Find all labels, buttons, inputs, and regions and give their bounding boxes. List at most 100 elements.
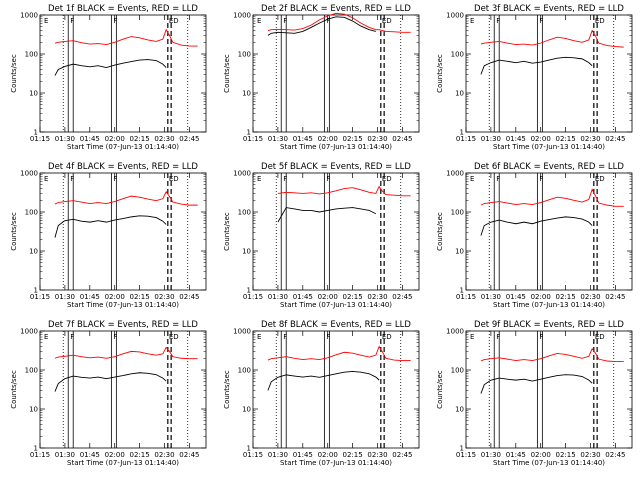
x-axis-label: Start Time (07-Jun-13 01:14:40) bbox=[67, 301, 179, 309]
x-tick-label: 01:30 bbox=[481, 451, 501, 459]
panel-title: Det 9f BLACK = Events, RED = LLD bbox=[474, 320, 624, 330]
events-series-line bbox=[267, 16, 376, 36]
x-tick-label: 02:15 bbox=[130, 135, 150, 143]
x-tick-label: 01:30 bbox=[55, 293, 75, 301]
lld-series-line bbox=[54, 346, 198, 360]
lld-series-line bbox=[480, 29, 624, 48]
x-tick-label: 01:15 bbox=[456, 451, 476, 459]
x-tick-label: 02:00 bbox=[105, 293, 125, 301]
flag-label: ED bbox=[382, 175, 392, 183]
panel-title: Det 2f BLACK = Events, RED = LLD bbox=[261, 4, 411, 14]
x-tick-label: 01:30 bbox=[481, 135, 501, 143]
x-axis-label: Start Time (07-Jun-13 01:14:40) bbox=[67, 143, 179, 151]
plot-frame bbox=[39, 330, 207, 449]
flag-label: ED bbox=[382, 333, 392, 341]
plot-frame bbox=[39, 172, 207, 291]
y-tick-label: 1000 bbox=[233, 328, 251, 336]
flag-label: ED bbox=[595, 17, 605, 25]
x-tick-label: 02:15 bbox=[130, 293, 150, 301]
y-tick-label: 1000 bbox=[446, 12, 464, 20]
x-tick-label: 02:15 bbox=[343, 451, 363, 459]
flag-label: E bbox=[44, 175, 48, 183]
flag-label: F bbox=[539, 333, 543, 341]
x-tick-label: 02:00 bbox=[318, 135, 338, 143]
flag-label: F bbox=[326, 17, 330, 25]
x-tick-label: 01:15 bbox=[30, 293, 50, 301]
y-tick-label: 1 bbox=[247, 129, 251, 137]
x-tick-label: 02:15 bbox=[556, 293, 576, 301]
y-tick-label: 1 bbox=[34, 129, 38, 137]
y-tick-label: 1000 bbox=[233, 12, 251, 20]
x-tick-label: 01:15 bbox=[243, 451, 263, 459]
x-tick-label: 02:00 bbox=[531, 135, 551, 143]
flag-label: F bbox=[283, 333, 287, 341]
x-tick-label: 02:15 bbox=[556, 135, 576, 143]
y-tick-label: 1000 bbox=[20, 170, 38, 178]
panel-title: Det 5f BLACK = Events, RED = LLD bbox=[261, 162, 411, 172]
x-axis-label: Start Time (07-Jun-13 01:14:40) bbox=[493, 143, 605, 151]
panel-det-5: Det 5f BLACK = Events, RED = LLD 1 10 100 10… bbox=[223, 162, 420, 309]
flag-label: ED bbox=[595, 175, 605, 183]
x-tick-label: 02:45 bbox=[605, 293, 625, 301]
y-tick-label: 1 bbox=[247, 287, 251, 295]
y-tick-label: 10 bbox=[242, 90, 251, 98]
y-tick-label: 1000 bbox=[446, 170, 464, 178]
panel-det-4: Det 4f BLACK = Events, RED = LLD 1 10 100 10… bbox=[10, 162, 207, 309]
x-tick-label: 02:45 bbox=[392, 293, 412, 301]
x-tick-label: 02:00 bbox=[105, 135, 125, 143]
x-tick-label: 01:45 bbox=[293, 135, 313, 143]
x-tick-label: 01:30 bbox=[268, 293, 288, 301]
events-series-line bbox=[480, 374, 593, 394]
lld-series-line bbox=[267, 345, 411, 361]
flag-label: E bbox=[470, 17, 474, 25]
flag-label: F bbox=[326, 333, 330, 341]
panel-title: Det 8f BLACK = Events, RED = LLD bbox=[261, 320, 411, 330]
y-tick-label: 100 bbox=[25, 51, 38, 59]
x-tick-label: 02:15 bbox=[130, 451, 150, 459]
x-axis-label: Start Time (07-Jun-13 01:14:40) bbox=[493, 301, 605, 309]
x-tick-label: 02:45 bbox=[392, 135, 412, 143]
panel-det-3: Det 3f BLACK = Events, RED = LLD 1 10 100 10… bbox=[436, 4, 633, 151]
y-tick-label: 100 bbox=[25, 367, 38, 375]
lld-series-line bbox=[480, 188, 624, 207]
x-tick-label: 01:30 bbox=[481, 293, 501, 301]
y-tick-label: 1 bbox=[460, 287, 464, 295]
events-series-line bbox=[54, 215, 167, 238]
y-axis-label: Counts/sec bbox=[10, 370, 18, 409]
panel-title: Det 4f BLACK = Events, RED = LLD bbox=[48, 162, 198, 172]
x-tick-label: 02:30 bbox=[154, 135, 174, 143]
x-tick-label: 01:30 bbox=[55, 451, 75, 459]
y-tick-label: 10 bbox=[29, 248, 38, 256]
panel-det-1: Det 1f BLACK = Events, RED = LLD 1 10 100 10… bbox=[10, 4, 207, 151]
y-tick-label: 10 bbox=[29, 90, 38, 98]
y-tick-label: 100 bbox=[451, 209, 464, 217]
x-tick-label: 02:00 bbox=[531, 451, 551, 459]
y-tick-label: 100 bbox=[238, 367, 251, 375]
lld-series-line bbox=[54, 28, 198, 47]
flag-label: F bbox=[113, 175, 117, 183]
flag-label: E bbox=[470, 175, 474, 183]
flag-label: F bbox=[496, 17, 500, 25]
y-axis-label: Counts/sec bbox=[436, 370, 444, 409]
x-tick-label: 01:45 bbox=[506, 293, 526, 301]
y-tick-label: 100 bbox=[451, 367, 464, 375]
panel-title: Det 1f BLACK = Events, RED = LLD bbox=[48, 4, 198, 14]
y-tick-label: 10 bbox=[242, 406, 251, 414]
x-axis-label: Start Time (07-Jun-13 01:14:40) bbox=[67, 459, 179, 467]
y-tick-label: 10 bbox=[29, 406, 38, 414]
events-series-line bbox=[480, 56, 593, 75]
plot-frame bbox=[465, 172, 633, 291]
panel-title: Det 7f BLACK = Events, RED = LLD bbox=[48, 320, 198, 330]
x-tick-label: 01:45 bbox=[80, 451, 100, 459]
x-tick-label: 02:00 bbox=[318, 451, 338, 459]
y-axis-label: Counts/sec bbox=[436, 54, 444, 93]
y-tick-label: 1 bbox=[460, 129, 464, 137]
y-axis-label: Counts/sec bbox=[223, 54, 231, 93]
x-tick-label: 01:45 bbox=[293, 451, 313, 459]
events-series-line bbox=[267, 370, 380, 391]
flag-label: F bbox=[70, 333, 74, 341]
lld-series-line bbox=[480, 347, 624, 362]
x-tick-label: 01:45 bbox=[506, 451, 526, 459]
x-tick-label: 02:45 bbox=[179, 135, 199, 143]
